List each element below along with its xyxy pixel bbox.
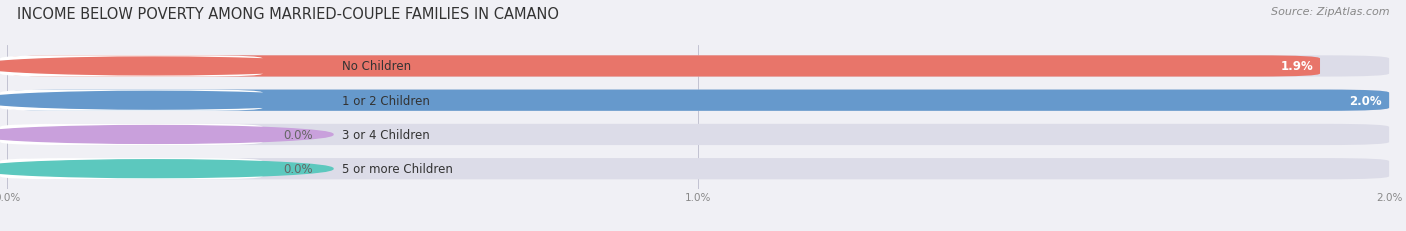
Text: No Children: No Children bbox=[342, 60, 411, 73]
Text: 1.9%: 1.9% bbox=[1281, 60, 1313, 73]
FancyBboxPatch shape bbox=[0, 56, 263, 77]
Text: INCOME BELOW POVERTY AMONG MARRIED-COUPLE FAMILIES IN CAMANO: INCOME BELOW POVERTY AMONG MARRIED-COUPL… bbox=[17, 7, 558, 22]
Text: 3 or 4 Children: 3 or 4 Children bbox=[342, 128, 430, 141]
FancyBboxPatch shape bbox=[7, 90, 1389, 111]
Text: 5 or more Children: 5 or more Children bbox=[342, 162, 453, 175]
Text: 1 or 2 Children: 1 or 2 Children bbox=[342, 94, 430, 107]
FancyBboxPatch shape bbox=[7, 56, 1389, 77]
Text: 0.0%: 0.0% bbox=[284, 162, 314, 175]
FancyBboxPatch shape bbox=[0, 124, 263, 146]
FancyBboxPatch shape bbox=[7, 90, 1389, 111]
Circle shape bbox=[0, 92, 333, 110]
Text: 0.0%: 0.0% bbox=[284, 128, 314, 141]
FancyBboxPatch shape bbox=[0, 90, 263, 111]
FancyBboxPatch shape bbox=[7, 158, 1389, 179]
Circle shape bbox=[0, 58, 333, 76]
Text: Source: ZipAtlas.com: Source: ZipAtlas.com bbox=[1271, 7, 1389, 17]
FancyBboxPatch shape bbox=[7, 56, 1320, 77]
Circle shape bbox=[0, 160, 333, 178]
Circle shape bbox=[0, 126, 333, 144]
FancyBboxPatch shape bbox=[7, 124, 1389, 146]
Text: 2.0%: 2.0% bbox=[1350, 94, 1382, 107]
FancyBboxPatch shape bbox=[0, 158, 263, 179]
